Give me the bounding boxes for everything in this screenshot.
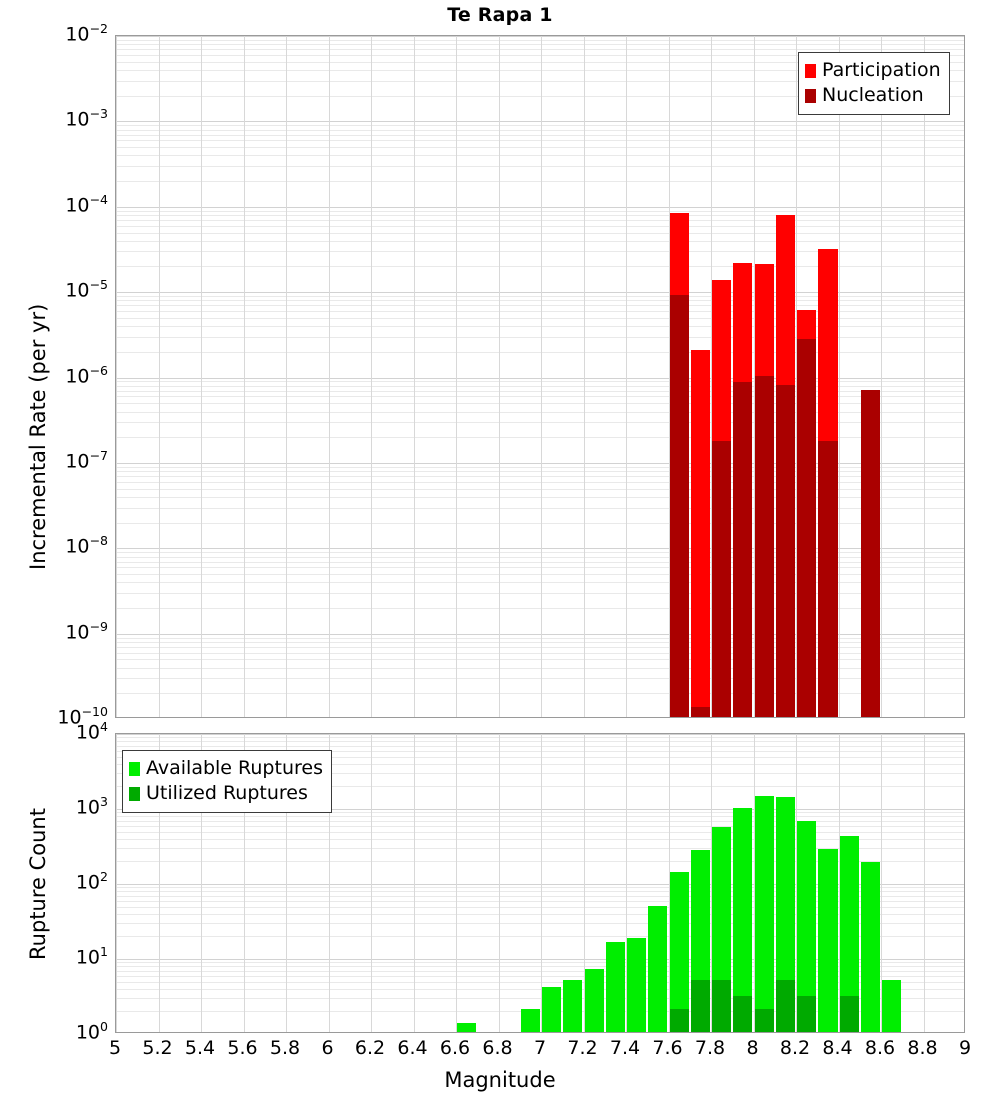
grid-bottom [116, 734, 964, 1032]
available-ruptures-bar [797, 821, 817, 1032]
utilized-ruptures-bar [775, 979, 795, 1032]
legend-item-nucleation[interactable]: Nucleation [805, 83, 941, 108]
legend-top: Participation Nucleation [798, 52, 950, 115]
available-ruptures-bar [584, 968, 604, 1032]
participation-swatch-icon [805, 63, 816, 78]
nucleation-bar [775, 384, 795, 717]
y-tick-label: 100 [75, 1019, 108, 1044]
available-ruptures-bar [839, 836, 859, 1032]
participation-bar [690, 349, 711, 717]
available-ruptures-swatch-icon [129, 761, 140, 776]
y-tick-label: 10−10 [57, 704, 108, 729]
utilized-ruptures-bar [839, 996, 859, 1032]
utilized-ruptures-bar [733, 996, 753, 1032]
x-tick-label: 9 [958, 1037, 972, 1059]
available-ruptures-bar [457, 1023, 477, 1032]
x-tick-label: 8.4 [822, 1037, 853, 1059]
utilized-ruptures-bar [712, 979, 732, 1032]
x-tick-label: 6.4 [397, 1037, 428, 1059]
utilized-ruptures-bar [690, 979, 711, 1032]
x-tick-label: 6.2 [354, 1037, 386, 1059]
available-ruptures-bar [542, 986, 562, 1032]
utilized-ruptures-bar [754, 1009, 774, 1032]
bars-top [116, 36, 964, 717]
x-tick-label: 8 [746, 1037, 759, 1059]
x-tick-label: 6.8 [482, 1037, 513, 1059]
legend-item-participation[interactable]: Participation [805, 58, 941, 83]
y-tick-label: 104 [75, 719, 108, 744]
nucleation-swatch-icon [805, 88, 816, 103]
x-tick-label: 7 [533, 1037, 547, 1059]
x-tick-label: 7.2 [567, 1037, 598, 1059]
x-axis-label: Magnitude [444, 1068, 556, 1092]
legend-item-available-ruptures[interactable]: Available Ruptures [129, 756, 323, 781]
nucleation-bar [733, 381, 753, 717]
available-ruptures-bar [754, 796, 774, 1032]
incremental-rate-plot [115, 35, 965, 718]
y-tick-label: 103 [75, 794, 108, 819]
y-tick-label: 10−8 [65, 533, 108, 558]
rupture-count-plot [115, 733, 965, 1033]
available-ruptures-bar [563, 979, 583, 1032]
legend-label-available-ruptures: Available Ruptures [146, 757, 323, 779]
x-tick-label: 5.2 [142, 1037, 173, 1059]
available-ruptures-bar [605, 941, 625, 1032]
y-tick-label: 10−6 [65, 362, 108, 387]
available-ruptures-bar [775, 797, 795, 1032]
x-tick-label: 8.2 [779, 1037, 811, 1059]
legend-bottom: Available Ruptures Utilized Ruptures [122, 750, 332, 813]
y-tick-label: 10−3 [65, 106, 108, 131]
y-tick-label: 10−7 [65, 448, 108, 473]
y-tick-label: 10−9 [65, 618, 108, 644]
nucleation-bar [712, 441, 732, 717]
utilized-ruptures-bar [797, 996, 817, 1032]
x-tick-label: 6 [321, 1037, 334, 1059]
x-tick-label: 5.4 [184, 1037, 216, 1059]
nucleation-bar [690, 707, 711, 717]
nucleation-bar [818, 441, 838, 717]
available-ruptures-bar [669, 872, 689, 1032]
legend-item-utilized-ruptures[interactable]: Utilized Ruptures [129, 781, 323, 806]
available-ruptures-bar [860, 862, 880, 1032]
legend-label-participation: Participation [822, 59, 941, 81]
x-tick-label: 6.6 [439, 1037, 471, 1059]
y-axis-label-top: Incremental Rate (per yr) [26, 303, 50, 570]
y-tick-label: 10−2 [65, 21, 108, 46]
available-ruptures-bar [627, 937, 647, 1032]
x-tick-label: 8.8 [907, 1037, 938, 1059]
bars-bottom [116, 734, 964, 1032]
page-title: Te Rapa 1 [447, 4, 553, 26]
available-ruptures-bar [520, 1009, 540, 1032]
available-ruptures-bar [882, 979, 902, 1032]
nucleation-bar [669, 295, 689, 717]
x-tick-label: 5.6 [227, 1037, 258, 1059]
available-ruptures-bar [733, 807, 753, 1032]
grid-top [116, 36, 964, 717]
x-tick-label: 7.6 [652, 1037, 683, 1059]
utilized-ruptures-swatch-icon [129, 786, 140, 801]
x-tick-label: 7.4 [609, 1037, 641, 1059]
y-axis-label-bottom: Rupture Count [26, 808, 50, 960]
x-tick-label: 8.6 [864, 1037, 896, 1059]
y-tick-label: 102 [75, 869, 108, 894]
y-tick-label: 10−5 [65, 277, 108, 302]
y-tick-label: 101 [75, 944, 108, 969]
x-tick-label: 5 [108, 1037, 122, 1059]
x-tick-label: 7.8 [694, 1037, 726, 1059]
available-ruptures-bar [648, 905, 668, 1032]
nucleation-bar [754, 375, 774, 717]
x-tick-label: 5.8 [269, 1037, 301, 1059]
nucleation-bar [797, 338, 817, 717]
legend-label-nucleation: Nucleation [822, 84, 924, 106]
utilized-ruptures-bar [669, 1009, 689, 1032]
legend-label-utilized-ruptures: Utilized Ruptures [146, 782, 308, 804]
available-ruptures-bar [818, 848, 838, 1032]
nucleation-bar [860, 568, 880, 717]
y-tick-label: 10−4 [65, 191, 108, 217]
